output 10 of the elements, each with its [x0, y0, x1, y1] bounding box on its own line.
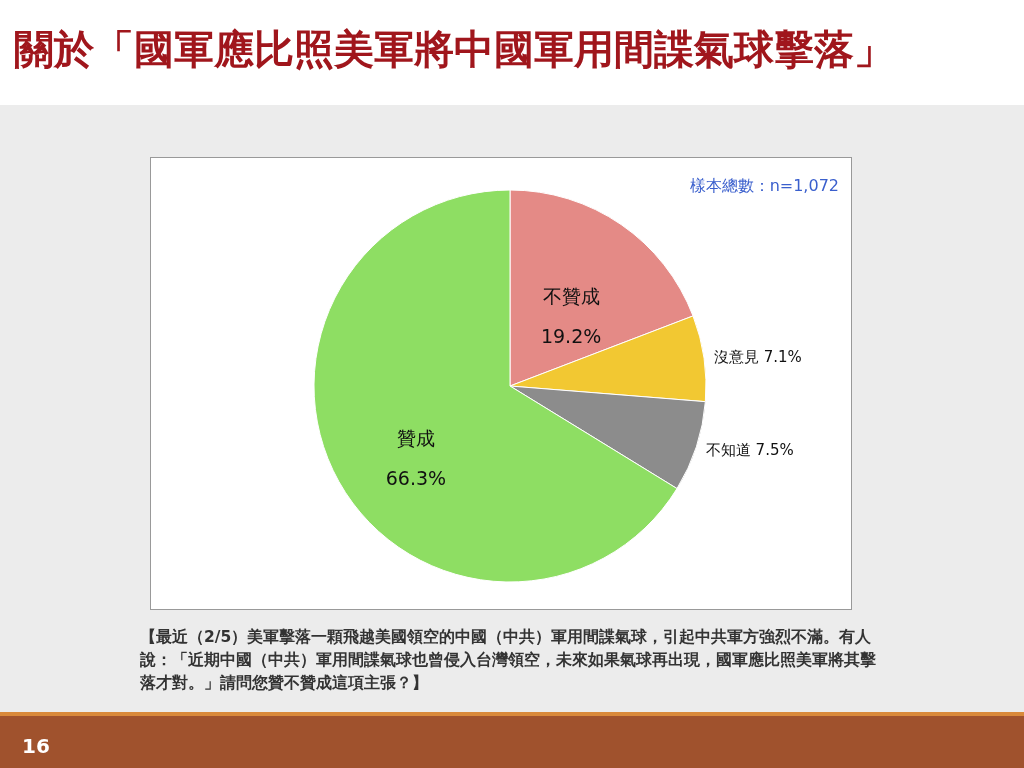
- text: 樣本總數：n=1,072: [689, 176, 839, 197]
- slice-label: 不知道 7.5%: [705, 440, 794, 459]
- data-label: 19.2%: [540, 325, 602, 348]
- slice-label: 不贊成: [542, 285, 600, 308]
- text: 【最近（2/5）美軍擊落一顆飛越美國領空的中國（中共）軍用間諜氣球，引起中共軍方強烈不滿。有人說：「近期中國（中共）軍用間諜氣球也曾侵入台灣領空，未來如果氣球再出現，國軍應比照美軍將其擊落才對。」請問您贊不贊成這項主張？】: [140, 627, 877, 694]
- slice-label: 贊成: [396, 426, 435, 449]
- data-label: 66.3%: [385, 466, 447, 489]
- text: 16: [22, 734, 50, 758]
- slice-label: 沒意見 7.1%: [713, 347, 802, 366]
- chart-title: 關於「國軍應比照美軍將中國軍用間諜氣球擊落」: [14, 25, 894, 74]
